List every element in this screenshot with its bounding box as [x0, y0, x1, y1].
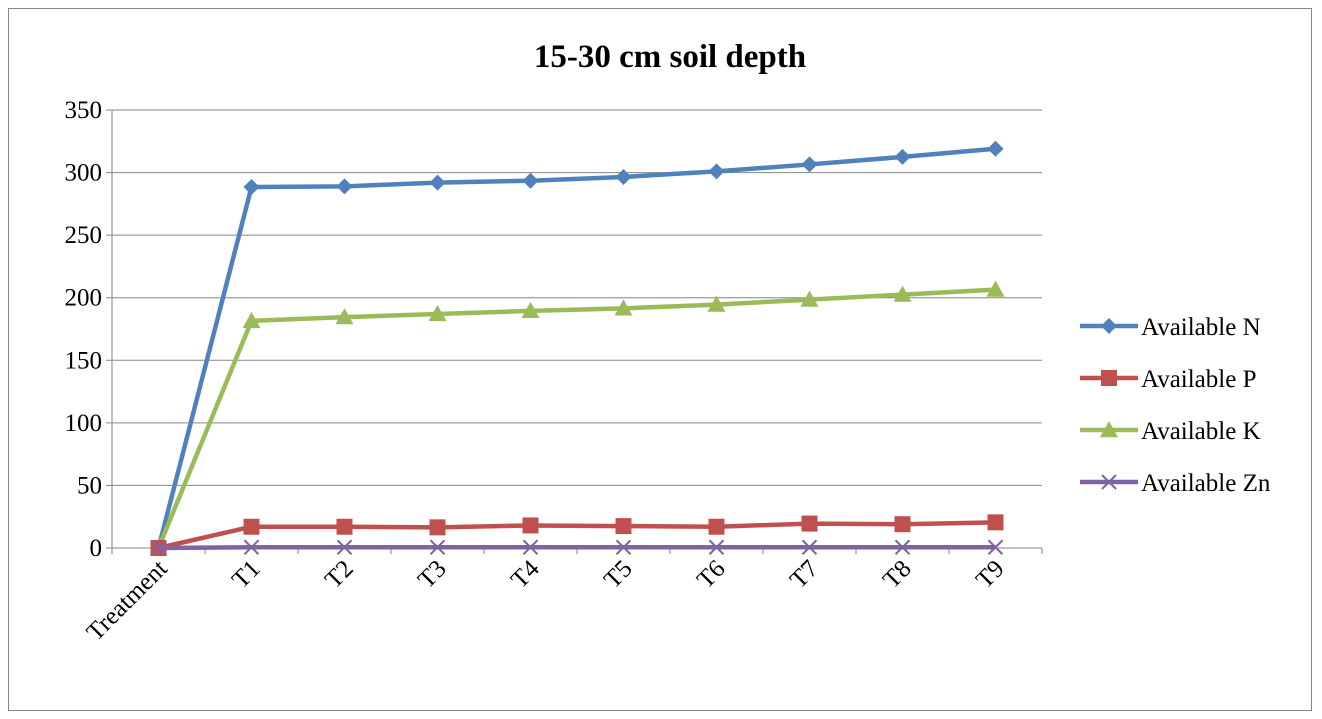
- data-point-available-n: [801, 156, 818, 173]
- legend: Available N Available P Available K Availab…: [1080, 314, 1271, 497]
- x-tick-label: T2: [320, 555, 359, 594]
- legend-marker: [1101, 474, 1117, 490]
- data-point-available-k: [335, 308, 354, 325]
- y-tick-label: 350: [65, 97, 103, 124]
- y-tick-label: 150: [65, 347, 103, 374]
- legend-marker: [1101, 318, 1117, 334]
- data-point-available-p: [615, 518, 632, 535]
- data-point-available-k: [242, 311, 261, 329]
- x-tick-label: T8: [878, 555, 917, 594]
- data-point-available-k: [428, 304, 447, 322]
- data-point-available-zn: [987, 539, 1004, 555]
- legend-marker: [1100, 421, 1118, 438]
- data-point-available-zn: [522, 539, 539, 555]
- data-point-available-zn: [243, 539, 260, 555]
- data-point-available-zn: [801, 539, 818, 555]
- y-tick-label: 0: [90, 535, 103, 562]
- data-point-available-zn: [615, 539, 632, 555]
- data-point-available-p: [243, 518, 260, 535]
- x-tick-label: Treatment: [82, 555, 173, 646]
- data-point-available-k: [707, 295, 726, 312]
- data-point-available-k: [893, 285, 912, 302]
- data-point-available-k: [986, 280, 1005, 297]
- x-tick-label: T9: [971, 555, 1010, 594]
- x-tick-label: T3: [413, 555, 452, 594]
- data-point-available-p: [801, 515, 818, 532]
- series-line-available-zn: [158, 544, 996, 551]
- x-tick-label: T7: [785, 555, 824, 594]
- data-point-available-n: [336, 178, 353, 195]
- legend-label: Available K: [1141, 418, 1261, 445]
- series-line-available-k: [156, 287, 996, 549]
- series-available-k: [149, 280, 1005, 556]
- data-point-available-p: [336, 518, 353, 535]
- y-tick-label: 50: [77, 472, 102, 499]
- data-point-available-k: [521, 301, 540, 319]
- data-point-available-p: [429, 519, 446, 536]
- legend-label: Available Zn: [1141, 470, 1271, 497]
- data-point-available-zn: [429, 539, 446, 555]
- data-point-available-zn: [894, 539, 911, 555]
- chart-title: 15-30 cm soil depth: [534, 39, 806, 75]
- data-point-available-n: [429, 174, 446, 191]
- x-tick-label: T4: [506, 555, 545, 594]
- legend-item-available-p: Available P: [1080, 366, 1256, 393]
- data-point-available-n: [708, 163, 725, 180]
- series-line-available-p: [157, 520, 996, 551]
- series-lines: [149, 140, 1005, 556]
- x-tick-label: T5: [599, 555, 638, 594]
- y-tick-label: 250: [65, 222, 103, 249]
- data-point-available-k: [614, 299, 633, 316]
- series-available-n: [150, 140, 1004, 556]
- data-point-available-n: [522, 172, 539, 189]
- data-point-available-zn: [150, 540, 167, 556]
- x-tick-label: T6: [692, 555, 731, 594]
- legend-item-available-n: Available N: [1080, 314, 1261, 341]
- data-point-available-p: [894, 516, 911, 533]
- legend-item-available-k: Available K: [1080, 418, 1261, 445]
- chart-area: [8, 8, 1312, 711]
- data-point-available-n: [243, 178, 260, 195]
- y-tick-label: 300: [65, 160, 103, 187]
- legend-item-available-zn: Available Zn: [1080, 470, 1271, 497]
- series-available-zn: [150, 539, 1004, 556]
- data-point-available-p: [987, 514, 1004, 531]
- data-point-available-n: [987, 140, 1004, 157]
- data-point-available-zn: [708, 539, 725, 555]
- legend-label: Available N: [1141, 314, 1261, 341]
- data-point-available-k: [800, 290, 819, 307]
- gridlines: [112, 109, 1042, 486]
- y-tick-label: 100: [65, 410, 103, 437]
- y-tick-label: 200: [65, 285, 103, 312]
- data-point-available-p: [522, 517, 539, 534]
- data-point-available-n: [894, 148, 911, 165]
- data-point-available-p: [708, 518, 725, 535]
- data-point-available-n: [615, 168, 632, 185]
- legend-marker: [1101, 370, 1117, 386]
- x-tick-label: T1: [227, 555, 266, 594]
- series-line-available-n: [156, 146, 996, 549]
- legend-label: Available P: [1141, 366, 1256, 393]
- data-point-available-zn: [336, 539, 353, 555]
